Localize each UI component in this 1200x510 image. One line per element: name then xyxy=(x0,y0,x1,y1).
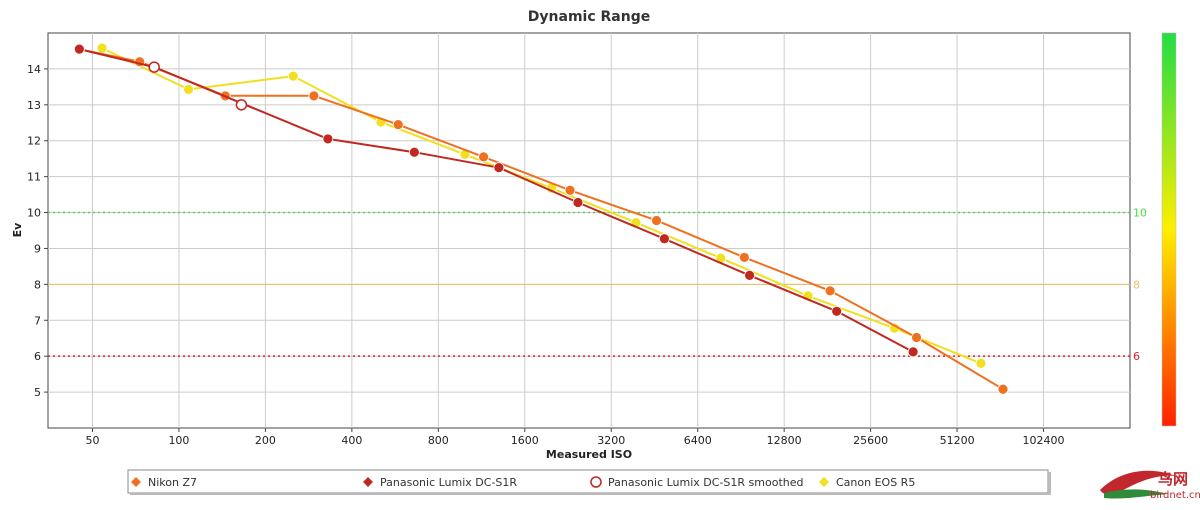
data-point xyxy=(308,90,320,102)
data-point xyxy=(493,162,505,174)
series-layer xyxy=(73,42,1009,395)
bird-logo-icon xyxy=(1100,470,1176,495)
x-tick-label: 6400 xyxy=(684,434,712,447)
series-panasonic-lumix-dc-s1r-smoothed xyxy=(148,61,248,111)
data-point xyxy=(235,99,248,111)
y-tick-label: 9 xyxy=(34,242,41,255)
y-tick-label: 13 xyxy=(27,99,41,112)
legend-shadow-bottom xyxy=(130,493,1050,495)
data-point xyxy=(392,119,404,130)
data-point xyxy=(907,346,919,358)
data-point xyxy=(183,83,194,95)
legend-label: Panasonic Lumix DC-S1R xyxy=(380,476,517,489)
legend-shadow xyxy=(1048,472,1051,495)
data-point xyxy=(96,42,108,54)
legend-item: Panasonic Lumix DC-S1R xyxy=(363,476,517,489)
data-point xyxy=(911,332,922,343)
legend: Nikon Z7 Panasonic Lumix DC-S1R Panasonic … xyxy=(127,469,1051,495)
data-point xyxy=(408,146,420,158)
x-tick-label: 25600 xyxy=(853,434,888,447)
x-tick-label: 51200 xyxy=(940,434,975,447)
x-tick-label: 200 xyxy=(255,434,276,447)
data-point xyxy=(658,233,670,245)
y-tick-label: 8 xyxy=(34,278,41,291)
chart-title: Dynamic Range xyxy=(528,9,650,25)
y-tick-label: 5 xyxy=(34,386,41,399)
y-tick-label: 7 xyxy=(34,314,41,327)
watermark: 鸟网 birdnet.cn xyxy=(1100,470,1200,501)
x-tick-label: 800 xyxy=(428,434,449,447)
y-tick-label: 6 xyxy=(34,350,41,363)
x-tick-label: 50 xyxy=(85,434,99,447)
x-axis-title: Measured ISO xyxy=(546,448,632,461)
legend-marker xyxy=(590,476,602,488)
y-axis-title: Ev xyxy=(11,222,24,238)
reference-label-8: 8 xyxy=(1133,278,1140,291)
legend-item: Canon EOS R5 xyxy=(819,476,915,489)
data-point xyxy=(744,269,755,281)
x-tick-label: 400 xyxy=(341,434,362,447)
legend-label: Canon EOS R5 xyxy=(836,476,915,489)
x-tick-label: 1600 xyxy=(511,434,539,447)
x-tick-label: 100 xyxy=(168,434,189,447)
x-tick-label: 12800 xyxy=(767,434,802,447)
data-point xyxy=(564,184,576,196)
data-point xyxy=(975,357,987,369)
x-tick-label: 102400 xyxy=(1023,434,1065,447)
reference-label-6: 6 xyxy=(1133,350,1140,363)
data-point xyxy=(148,61,160,73)
data-point xyxy=(997,383,1009,395)
watermark-domain: birdnet.cn xyxy=(1150,490,1200,501)
legend-label: Panasonic Lumix DC-S1R smoothed xyxy=(608,476,804,489)
data-point xyxy=(651,215,662,226)
data-point xyxy=(738,252,750,263)
legend-item: Nikon Z7 xyxy=(131,476,197,489)
bird-logo-wing-icon xyxy=(1104,489,1168,499)
legend-marker xyxy=(131,477,141,487)
data-point xyxy=(824,285,836,297)
y-tick-label: 11 xyxy=(27,171,41,184)
watermark-chinese: 鸟网 xyxy=(1158,470,1188,488)
data-point xyxy=(322,133,334,145)
color-scale-bar xyxy=(1161,32,1177,427)
legend-item: Panasonic Lumix DC-S1R smoothed xyxy=(590,476,804,489)
data-point xyxy=(287,70,299,82)
data-point xyxy=(478,151,489,163)
y-tick-label: 14 xyxy=(27,63,41,76)
data-point xyxy=(831,305,843,317)
legend-marker xyxy=(363,477,373,487)
axis-ticks: 50 100 200 400 800 1600 3200 6400 12800 25600 5120… xyxy=(27,63,1065,447)
y-tick-label: 10 xyxy=(27,207,41,220)
legend-marker xyxy=(819,477,829,487)
x-tick-label: 3200 xyxy=(597,434,625,447)
legend-label: Nikon Z7 xyxy=(148,476,197,489)
reference-label-10: 10 xyxy=(1133,207,1147,220)
data-point xyxy=(73,43,85,55)
y-tick-label: 12 xyxy=(27,135,41,148)
data-point xyxy=(572,197,584,208)
